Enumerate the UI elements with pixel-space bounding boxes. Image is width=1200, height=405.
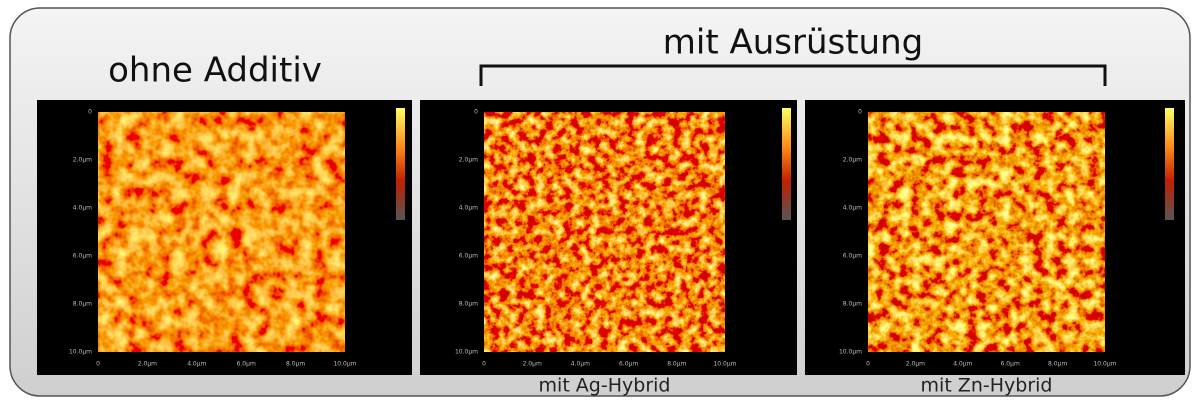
y-axis-label: 10.0µm — [455, 349, 478, 356]
color-bar — [396, 108, 405, 220]
y-axis-label: 6.0µm — [73, 253, 92, 260]
y-axis-label: 10.0µm — [69, 349, 92, 356]
x-axis-label: 2.0µm — [906, 361, 925, 368]
page: ohne Additiv mit Ausrüstung 0 2.0µm 4.0µm 6… — [0, 0, 1200, 401]
y-axis-label: 6.0µm — [459, 253, 478, 260]
y-axis-label: 8.0µm — [73, 301, 92, 308]
panel-caption: mit Zn-Hybrid — [921, 375, 1053, 397]
y-axis-label: 0 — [474, 109, 478, 116]
x-axis-label: 8.0µm — [286, 361, 305, 368]
y-axis-label: 6.0µm — [843, 253, 862, 260]
afm-image — [868, 112, 1105, 352]
x-axis-label: 0 — [866, 361, 870, 368]
x-axis-label: 2.0µm — [138, 361, 157, 368]
x-axis-label: 10.0µm — [1093, 361, 1116, 368]
y-axis-label: 8.0µm — [459, 301, 478, 308]
x-axis-label: 4.0µm — [187, 361, 206, 368]
y-axis-label: 2.0µm — [73, 157, 92, 164]
y-axis-label: 0 — [858, 109, 862, 116]
y-axis-label: 4.0µm — [73, 205, 92, 212]
x-axis-label: 4.0µm — [953, 361, 972, 368]
x-axis-label: 10.0µm — [713, 361, 736, 368]
y-axis-label: 8.0µm — [843, 301, 862, 308]
x-axis-label: 6.0µm — [619, 361, 638, 368]
x-axis-label: 4.0µm — [571, 361, 590, 368]
color-bar — [1165, 108, 1174, 220]
x-axis-label: 0 — [96, 361, 100, 368]
color-bar — [782, 108, 791, 220]
y-axis-label: 4.0µm — [843, 205, 862, 212]
x-axis-label: 8.0µm — [667, 361, 686, 368]
x-axis-label: 0 — [482, 361, 486, 368]
right-heading: mit Ausrüstung — [663, 23, 923, 63]
y-axis-label: 0 — [88, 109, 92, 116]
panel-caption: mit Ag-Hybrid — [539, 375, 671, 397]
y-axis-label: 10.0µm — [839, 349, 862, 356]
x-axis-label: 8.0µm — [1048, 361, 1067, 368]
afm-image — [98, 112, 345, 352]
x-axis-label: 6.0µm — [237, 361, 256, 368]
afm-image — [484, 112, 725, 352]
y-axis-label: 2.0µm — [843, 157, 862, 164]
left-heading: ohne Additiv — [108, 51, 322, 91]
y-axis-label: 4.0µm — [459, 205, 478, 212]
x-axis-label: 2.0µm — [523, 361, 542, 368]
y-axis-label: 2.0µm — [459, 157, 478, 164]
slide: ohne Additiv mit Ausrüstung 0 2.0µm 4.0µm 6… — [0, 0, 1200, 401]
x-axis-label: 6.0µm — [1001, 361, 1020, 368]
x-axis-label: 10.0µm — [333, 361, 356, 368]
